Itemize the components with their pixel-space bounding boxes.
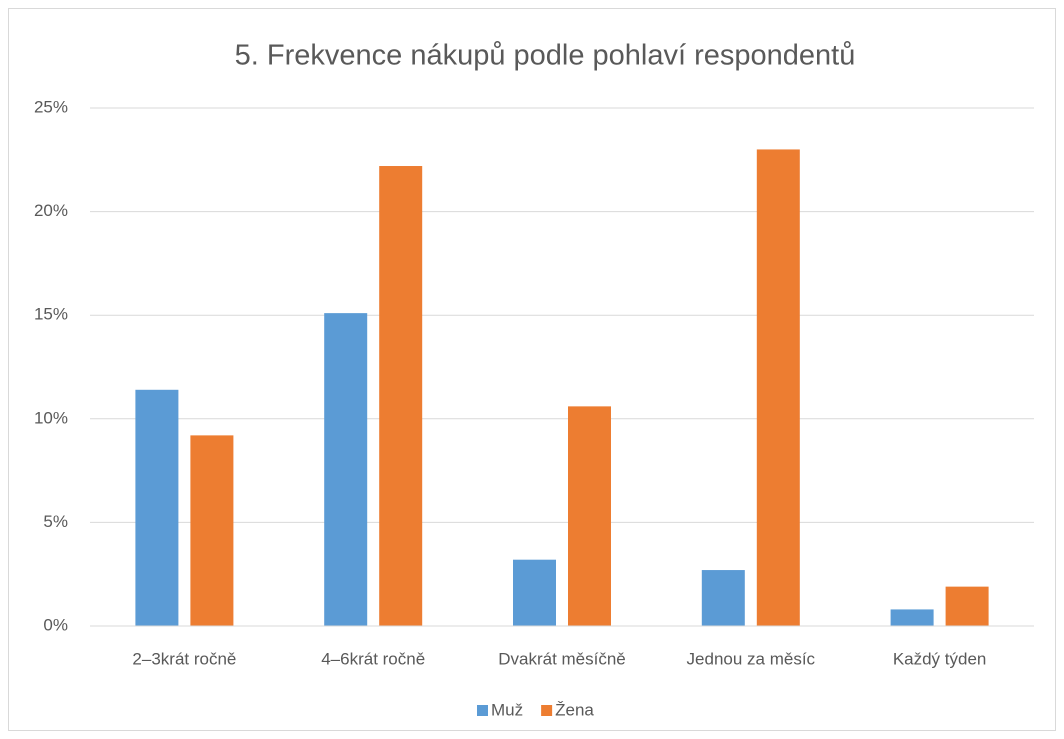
y-tick-label: 5% [43, 512, 68, 531]
bar [324, 313, 368, 626]
bar [890, 609, 934, 626]
y-tick-label: 25% [34, 97, 68, 116]
legend-label: Žena [555, 700, 594, 719]
bar [701, 570, 745, 626]
legend-swatch [541, 705, 553, 716]
legend-swatch [477, 705, 488, 716]
y-tick-label: 20% [34, 201, 68, 220]
y-tick-label: 0% [43, 615, 68, 634]
bar [513, 559, 556, 626]
bar [379, 166, 423, 627]
legend-label: Muž [491, 700, 523, 719]
bar [756, 149, 800, 626]
y-tick-label: 15% [34, 305, 68, 324]
bar [190, 435, 234, 626]
bar [568, 406, 611, 626]
x-tick-label: Každý týden [893, 649, 987, 668]
x-tick-label: Jednou za měsíc [687, 649, 816, 668]
y-tick-label: 10% [34, 408, 68, 427]
x-tick-label: 4–6krát ročně [321, 649, 425, 668]
bar [135, 389, 179, 626]
x-tick-label: Dvakrát měsíčně [498, 649, 626, 668]
bar [945, 586, 989, 626]
chart-title: 5. Frekvence nákupů podle pohlaví respon… [235, 40, 856, 72]
x-tick-label: 2–3krát ročně [132, 649, 236, 668]
